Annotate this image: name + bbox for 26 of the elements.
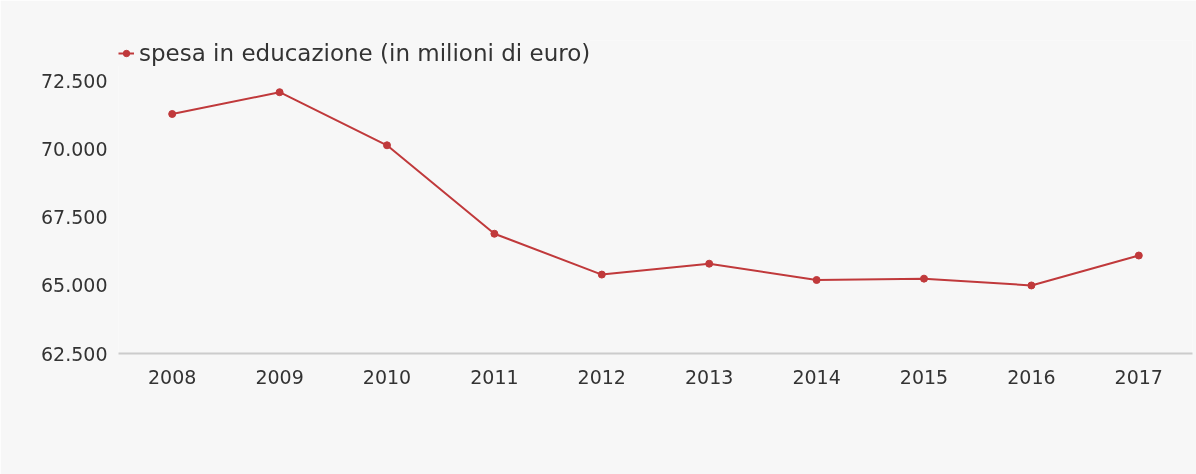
point xyxy=(168,109,177,118)
x-tick-label: 2008 xyxy=(148,365,197,388)
y-tick-label: 67.500 xyxy=(41,206,108,229)
point xyxy=(490,229,499,238)
legend-label: spesa in educazione (in milioni di euro) xyxy=(139,40,591,66)
y-tick-label: 72.500 xyxy=(41,70,108,93)
x-tick-label: 2015 xyxy=(899,365,949,388)
y-tick-label: 62.500 xyxy=(41,342,108,365)
point xyxy=(1134,251,1143,260)
x-tick-label: 2017 xyxy=(1114,365,1163,388)
point xyxy=(1027,281,1036,290)
x-tick-label: 2016 xyxy=(1007,365,1056,388)
x-tick-label: 2011 xyxy=(470,365,519,388)
x-tick-label: 2013 xyxy=(685,365,734,388)
x-tick-label: 2014 xyxy=(792,365,841,388)
y-tick-label: 65.000 xyxy=(41,274,108,297)
x-tick-label: 2009 xyxy=(255,365,304,388)
point xyxy=(812,276,821,285)
x-tick-label: 2012 xyxy=(577,365,626,388)
point xyxy=(920,274,928,283)
point xyxy=(597,270,606,279)
point xyxy=(705,259,714,268)
x-tick-label: 2010 xyxy=(362,365,412,388)
point xyxy=(383,141,391,150)
y-tick-label: 70.000 xyxy=(41,138,108,161)
point xyxy=(275,88,284,97)
